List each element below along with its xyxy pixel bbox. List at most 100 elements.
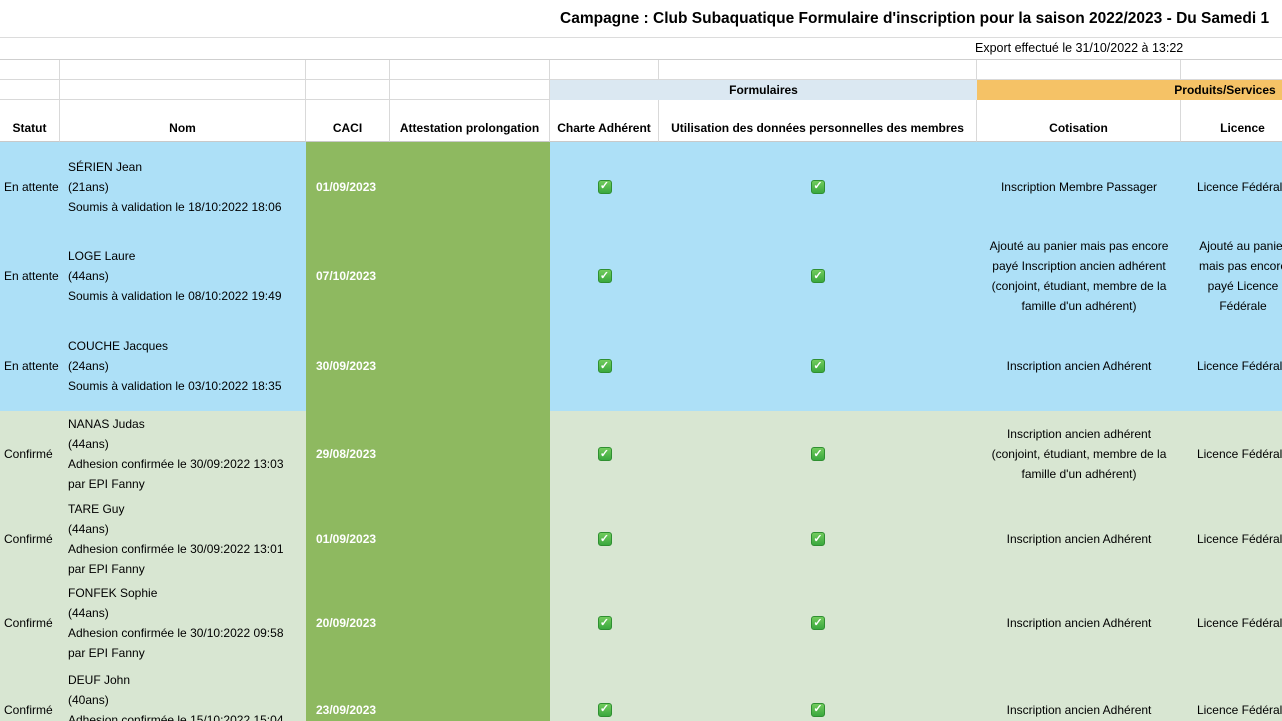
cell-charte-adherent[interactable] — [550, 231, 659, 321]
column-header-charte-adherent[interactable]: Charte Adhérent — [550, 100, 659, 142]
checked-checkbox-icon — [597, 447, 612, 461]
cell-caci[interactable]: 29/08/2023 — [306, 411, 550, 497]
column-header-licence[interactable]: Licence — [1181, 100, 1282, 142]
cell-nom[interactable]: LOGE Laure (44ans) Soumis à validation l… — [60, 231, 306, 321]
cell-charte-adherent[interactable] — [550, 142, 659, 231]
licence-text: Licence Fédérale — [1196, 532, 1282, 546]
checked-checkbox-icon — [597, 269, 612, 283]
cell-nom[interactable]: DEUF John (40ans) Adhesion confirmée le … — [60, 665, 306, 721]
column-header-utilisation-donnees[interactable]: Utilisation des données personnelles des… — [659, 100, 977, 142]
cell-cotisation[interactable]: Ajouté au panier mais pas encore payé In… — [977, 231, 1181, 321]
column-header-caci[interactable]: CACI — [306, 100, 390, 142]
cell-nom[interactable]: FONFEK Sophie (44ans) Adhesion confirmée… — [60, 581, 306, 665]
cotisation-text: Inscription ancien Adhérent — [1006, 616, 1152, 630]
cell-caci[interactable]: 07/10/2023 — [306, 231, 550, 321]
cell-utilisation-donnees[interactable] — [659, 142, 977, 231]
table-row: Confirmé NANAS Judas (44ans) Adhesion co… — [0, 411, 1282, 497]
cell-caci[interactable]: 23/09/2023 — [306, 665, 550, 721]
cell-utilisation-donnees[interactable] — [659, 411, 977, 497]
empty-cell[interactable] — [60, 60, 306, 80]
cell-charte-adherent[interactable] — [550, 321, 659, 411]
cell-cotisation[interactable]: Inscription ancien Adhérent — [977, 581, 1181, 665]
cell-charte-adherent[interactable] — [550, 581, 659, 665]
empty-cell[interactable] — [390, 60, 550, 80]
column-header-nom[interactable]: Nom — [60, 100, 306, 142]
cell-utilisation-donnees[interactable] — [659, 321, 977, 411]
cell-caci[interactable]: 20/09/2023 — [306, 581, 550, 665]
cell-statut[interactable]: Confirmé — [0, 411, 60, 497]
cell-licence[interactable]: Ajouté au panier mais pas encore payé Li… — [1181, 231, 1282, 321]
cell-nom[interactable]: TARE Guy (44ans) Adhesion confirmée le 3… — [60, 497, 306, 581]
table-row: En attente LOGE Laure (44ans) Soumis à v… — [0, 231, 1282, 321]
cell-utilisation-donnees[interactable] — [659, 231, 977, 321]
group-header-row: Formulaires Produits/Services — [0, 80, 1282, 100]
checked-checkbox-icon — [811, 179, 825, 194]
column-header-cotisation[interactable]: Cotisation — [977, 100, 1181, 142]
cotisation-text: Inscription ancien adhérent (conjoint, é… — [991, 427, 1167, 481]
cell-nom[interactable]: SÉRIEN Jean (21ans) Soumis à validation … — [60, 142, 306, 231]
member-name: TARE Guy (44ans) Adhesion confirmée le 3… — [68, 502, 284, 576]
empty-cell[interactable] — [390, 80, 550, 100]
checked-checkbox-icon — [811, 702, 825, 717]
cell-licence[interactable]: Licence Fédérale — [1181, 321, 1282, 411]
cell-statut[interactable]: Confirmé — [0, 665, 60, 721]
cell-cotisation[interactable]: Inscription Membre Passager — [977, 142, 1181, 231]
checked-checkbox-icon — [597, 616, 612, 630]
caci-date: 01/09/2023 — [316, 179, 377, 194]
cell-licence[interactable]: Licence Fédérale — [1181, 411, 1282, 497]
column-header-statut[interactable]: Statut — [0, 100, 60, 142]
empty-cell[interactable] — [0, 80, 60, 100]
cell-cotisation[interactable]: Inscription ancien Adhérent — [977, 665, 1181, 721]
cell-caci[interactable]: 01/09/2023 — [306, 497, 550, 581]
cell-caci[interactable]: 30/09/2023 — [306, 321, 550, 411]
cell-utilisation-donnees[interactable] — [659, 581, 977, 665]
checked-checkbox-icon — [811, 359, 825, 373]
checked-checkbox-icon — [811, 269, 825, 283]
cell-licence[interactable]: Licence Fédérale — [1181, 665, 1282, 721]
empty-cell[interactable] — [0, 60, 60, 80]
cell-licence[interactable]: Licence Fédérale — [1181, 497, 1282, 581]
cell-licence[interactable]: Licence Fédérale — [1181, 142, 1282, 231]
cotisation-text: Inscription ancien Adhérent — [1006, 532, 1152, 546]
member-name: SÉRIEN Jean (21ans) Soumis à validation … — [68, 159, 282, 214]
cell-statut[interactable]: En attente — [0, 321, 60, 411]
cell-statut[interactable]: Confirmé — [0, 497, 60, 581]
licence-text: Licence Fédérale — [1196, 179, 1282, 194]
licence-text: Ajouté au panier mais pas encore payé Li… — [1198, 239, 1282, 313]
checked-checkbox-icon — [811, 447, 825, 461]
status-text: En attente — [4, 269, 59, 283]
cell-statut[interactable]: En attente — [0, 142, 60, 231]
empty-cell[interactable] — [659, 60, 977, 80]
group-header-produits-services[interactable]: Produits/Services — [977, 80, 1282, 100]
caci-date: 07/10/2023 — [316, 269, 377, 283]
cell-charte-adherent[interactable] — [550, 411, 659, 497]
cell-nom[interactable]: NANAS Judas (44ans) Adhesion confirmée l… — [60, 411, 306, 497]
export-info-row: Export effectué le 31/10/2022 à 13:22 — [0, 38, 1282, 60]
cell-statut[interactable]: En attente — [0, 231, 60, 321]
cell-utilisation-donnees[interactable] — [659, 497, 977, 581]
licence-text: Licence Fédérale — [1196, 702, 1282, 717]
cell-utilisation-donnees[interactable] — [659, 665, 977, 721]
group-header-formulaires[interactable]: Formulaires — [550, 80, 977, 100]
cell-charte-adherent[interactable] — [550, 665, 659, 721]
empty-cell[interactable] — [977, 60, 1181, 80]
status-text: Confirmé — [4, 447, 53, 461]
caci-date: 23/09/2023 — [316, 702, 377, 717]
licence-text: Licence Fédérale — [1196, 359, 1282, 373]
member-name: DEUF John (40ans) Adhesion confirmée le … — [68, 672, 284, 721]
cell-licence[interactable]: Licence Fédérale — [1181, 581, 1282, 665]
empty-cell[interactable] — [306, 80, 390, 100]
cell-cotisation[interactable]: Inscription ancien Adhérent — [977, 497, 1181, 581]
empty-cell[interactable] — [306, 60, 390, 80]
cell-cotisation[interactable]: Inscription ancien Adhérent — [977, 321, 1181, 411]
cell-statut[interactable]: Confirmé — [0, 581, 60, 665]
cell-charte-adherent[interactable] — [550, 497, 659, 581]
cell-nom[interactable]: COUCHE Jacques (24ans) Soumis à validati… — [60, 321, 306, 411]
empty-cell[interactable] — [550, 60, 659, 80]
cotisation-text: Ajouté au panier mais pas encore payé In… — [989, 239, 1169, 313]
cell-cotisation[interactable]: Inscription ancien adhérent (conjoint, é… — [977, 411, 1181, 497]
empty-cell[interactable] — [1181, 60, 1282, 80]
empty-cell[interactable] — [60, 80, 306, 100]
column-header-attestation-prolongation[interactable]: Attestation prolongation — [390, 100, 550, 142]
cell-caci[interactable]: 01/09/2023 — [306, 142, 550, 231]
